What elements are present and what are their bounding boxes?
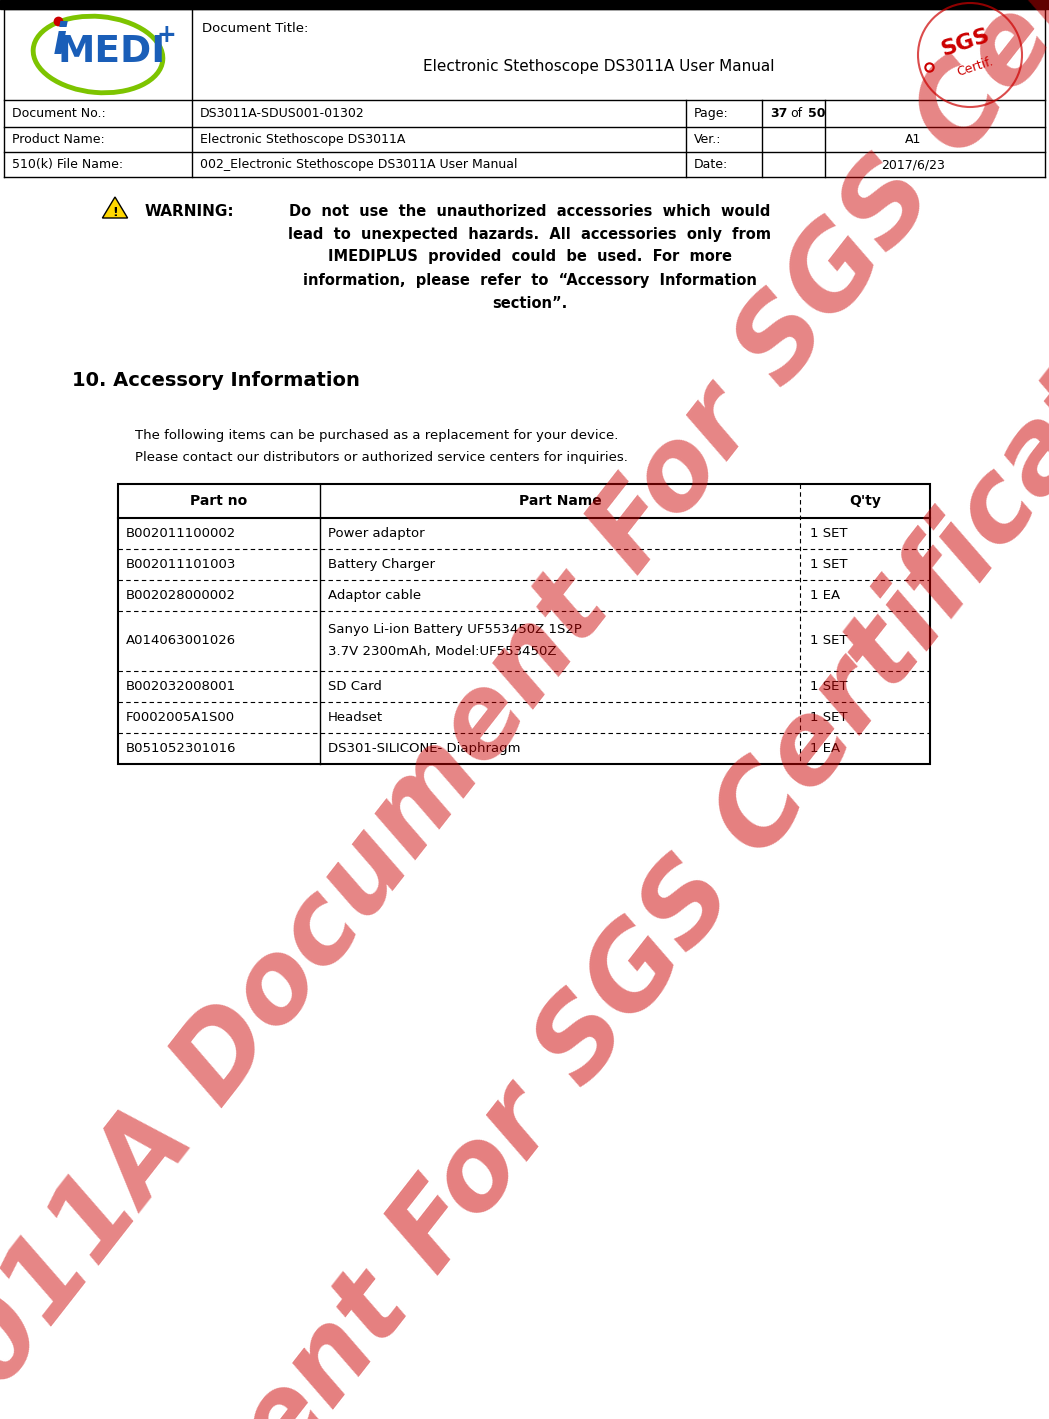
Text: 50: 50 [808, 106, 826, 121]
Text: B002032008001: B002032008001 [126, 680, 236, 692]
Text: Electronic Stethoscope DS3011A User Manual: Electronic Stethoscope DS3011A User Manu… [423, 60, 774, 74]
Text: 1 EA: 1 EA [810, 589, 840, 602]
Text: Please contact our distributors or authorized service centers for inquiries.: Please contact our distributors or autho… [135, 451, 628, 464]
Text: F0002005A1S00: F0002005A1S00 [126, 711, 235, 724]
Text: Electronic Stethoscope DS3011A: Electronic Stethoscope DS3011A [200, 133, 405, 146]
Text: Document Title:: Document Title: [202, 23, 308, 35]
Text: of: of [790, 106, 802, 121]
Text: The following items can be purchased as a replacement for your device.: The following items can be purchased as … [135, 429, 618, 441]
Text: Do  not  use  the  unauthorized  accessories  which  would: Do not use the unauthorized accessories … [290, 203, 771, 219]
Text: Q'ty: Q'ty [849, 494, 881, 508]
Text: A014063001026: A014063001026 [126, 634, 236, 647]
Text: !: ! [112, 206, 117, 219]
Text: Ver.:: Ver.: [694, 133, 722, 146]
Text: information,  please  refer  to  “Accessory  Information: information, please refer to “Accessory … [303, 272, 757, 288]
Text: DS3011A Document For SGS Certification: DS3011A Document For SGS Certification [0, 199, 1049, 1419]
Text: i: i [52, 21, 67, 64]
Text: 1 SET: 1 SET [810, 526, 848, 541]
Text: 3.7V 2300mAh, Model:UF553450Z: 3.7V 2300mAh, Model:UF553450Z [328, 644, 557, 657]
Text: B002011100002: B002011100002 [126, 526, 236, 541]
Text: Document No.:: Document No.: [12, 106, 106, 121]
Text: Sanyo Li-ion Battery UF553450Z 1S2P: Sanyo Li-ion Battery UF553450Z 1S2P [328, 623, 582, 636]
Text: B002011101003: B002011101003 [126, 558, 236, 570]
Text: IMEDIPLUS  provided  could  be  used.  For  more: IMEDIPLUS provided could be used. For mo… [328, 250, 732, 264]
Text: 510(k) File Name:: 510(k) File Name: [12, 158, 123, 172]
Text: 1 SET: 1 SET [810, 711, 848, 724]
Text: DS301-SILICONE- Diaphragm: DS301-SILICONE- Diaphragm [328, 742, 520, 755]
Text: B051052301016: B051052301016 [126, 742, 236, 755]
Bar [117, 484, 930, 763]
Text: B002028000002: B002028000002 [126, 589, 236, 602]
Text: 1 SET: 1 SET [810, 634, 848, 647]
Text: lead  to  unexpected  hazards.  All  accessories  only  from: lead to unexpected hazards. All accessor… [288, 227, 771, 241]
Text: A1: A1 [905, 133, 922, 146]
Text: SD Card: SD Card [328, 680, 382, 692]
Text: Headset: Headset [328, 711, 383, 724]
Text: 2017/6/23: 2017/6/23 [881, 158, 945, 172]
Text: Adaptor cable: Adaptor cable [328, 589, 421, 602]
Text: Certif.: Certif. [955, 55, 994, 79]
Text: DS3011A-SDUS001-01302: DS3011A-SDUS001-01302 [200, 106, 365, 121]
Text: Part Name: Part Name [518, 494, 601, 508]
Text: 1 EA: 1 EA [810, 742, 840, 755]
Text: SGS: SGS [938, 26, 992, 60]
Polygon shape [103, 197, 128, 219]
Text: Page:: Page: [694, 106, 729, 121]
Text: MEDI: MEDI [58, 34, 166, 71]
Text: WARNING:: WARNING: [145, 203, 235, 219]
Text: section”.: section”. [492, 295, 568, 311]
Text: 37: 37 [770, 106, 788, 121]
Text: +: + [156, 23, 176, 47]
Text: Date:: Date: [694, 158, 728, 172]
Text: Power adaptor: Power adaptor [328, 526, 425, 541]
Text: 10. Accessory Information: 10. Accessory Information [72, 370, 360, 389]
Text: 002_Electronic Stethoscope DS3011A User Manual: 002_Electronic Stethoscope DS3011A User … [200, 158, 517, 172]
Text: 1 SET: 1 SET [810, 558, 848, 570]
Text: Part no: Part no [190, 494, 248, 508]
Bar [0, 0, 1049, 9]
Text: 1 SET: 1 SET [810, 680, 848, 692]
Text: Battery Charger: Battery Charger [328, 558, 435, 570]
Text: Product Name:: Product Name: [12, 133, 105, 146]
